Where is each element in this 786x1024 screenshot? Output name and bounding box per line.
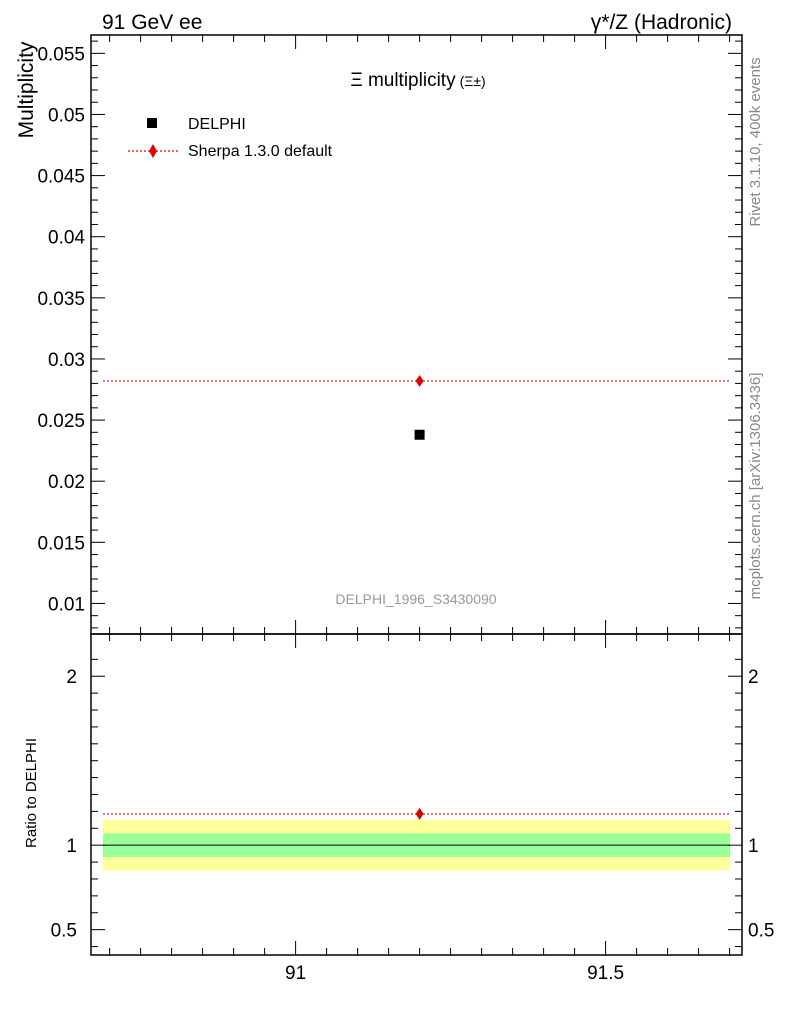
ratio-ytick-label-left: 0.5 — [51, 921, 77, 942]
legend-sherpa-marker — [149, 144, 157, 158]
main-ytick-label: 0.035 — [37, 289, 85, 310]
ratio-ytick-label-right: 1 — [748, 836, 759, 857]
legend-sherpa-label: Sherpa 1.3.0 default — [188, 143, 333, 160]
ratio-xtick-label: 91 — [285, 963, 306, 984]
header-right: γ*/Z (Hadronic) — [591, 11, 732, 34]
ratio-ylabel: Ratio to DELPHI — [23, 738, 40, 848]
legend-delphi-marker — [147, 118, 157, 128]
mcplots-site-text: mcplots.cern.ch [arXiv:1306.3436] — [747, 373, 764, 600]
ratio-ytick-label-right: 2 — [748, 667, 759, 688]
main-ytick-label: 0.04 — [48, 228, 85, 249]
main-ylabel: Multiplicity — [15, 41, 38, 138]
main-title-suffix: (Ξ±) — [460, 73, 486, 89]
ratio-xtick-label: 91.5 — [587, 963, 624, 984]
rivet-version-text: Rivet 3.1.10, 400k events — [747, 57, 764, 226]
ratio-ytick-label-left: 1 — [66, 836, 77, 857]
main-ytick-label: 0.02 — [48, 472, 85, 493]
legend-delphi-label: DELPHI — [188, 116, 246, 133]
main-ytick-label: 0.01 — [48, 594, 85, 615]
delphi-data-point — [414, 429, 425, 440]
main-ytick-label: 0.05 — [48, 105, 85, 126]
ratio-plot-frame — [90, 633, 743, 956]
ratio-sherpa-point — [415, 807, 424, 820]
legend: DELPHI Sherpa 1.3.0 default — [128, 116, 333, 160]
main-ytick-label: 0.025 — [37, 411, 85, 432]
main-ytick-label: 0.015 — [37, 533, 85, 554]
header-left: 91 GeV ee — [102, 11, 202, 34]
main-ytick-label: 0.055 — [37, 44, 85, 65]
ratio-ytick-label-left: 2 — [66, 667, 77, 688]
main-ytick-label: 0.045 — [37, 167, 85, 188]
sherpa-mc-point — [415, 374, 424, 387]
analysis-watermark: DELPHI_1996_S3430090 — [335, 591, 496, 607]
main-title: Ξ multiplicity (Ξ±) — [350, 70, 485, 91]
main-title-main: Ξ multiplicity — [350, 70, 456, 91]
main-ytick-label: 0.03 — [48, 350, 85, 371]
ratio-ytick-label-right: 0.5 — [748, 921, 774, 942]
